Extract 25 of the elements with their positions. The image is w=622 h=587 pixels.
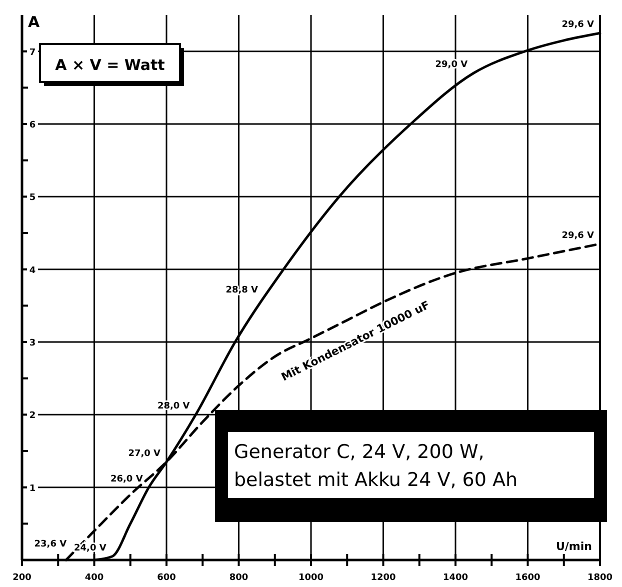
annotation: 29,6 V — [562, 230, 594, 241]
x-tick-label: 1000 — [298, 573, 324, 583]
annotation: 29,6 V — [562, 20, 594, 30]
y-tick-label: 2 — [29, 411, 36, 422]
x-tick-label: 200 — [12, 573, 32, 583]
annotation: 23,6 V — [34, 540, 67, 550]
y-axis-title: A — [28, 13, 40, 31]
x-tick-label: 600 — [157, 573, 176, 583]
x-tick-label: 800 — [229, 573, 248, 583]
x-tick-label: 1800 — [587, 573, 613, 583]
y-tick-label: 6 — [29, 120, 36, 130]
y-tick-label: 1 — [29, 484, 36, 494]
y-tick-label: 4 — [29, 266, 36, 276]
x-tick-label: 400 — [84, 573, 104, 583]
x-axis-title: U/min — [556, 540, 592, 553]
annotation: A × V = Watt — [55, 56, 165, 74]
y-tick-label: 3 — [29, 338, 36, 348]
annotation: 27,0 V — [128, 448, 161, 459]
y-tick-label: 7 — [29, 48, 36, 58]
annotation: Generator C, 24 V, 200 W, belastet mit Akku 24 V, 60 Ah — [234, 441, 518, 491]
x-tick-label: 1600 — [515, 573, 540, 583]
x-tick-label: 1200 — [370, 573, 396, 583]
y-tick-label: 5 — [29, 193, 36, 204]
x-tick-label: 1400 — [442, 573, 468, 583]
annotation: 26,0 V — [110, 474, 143, 484]
